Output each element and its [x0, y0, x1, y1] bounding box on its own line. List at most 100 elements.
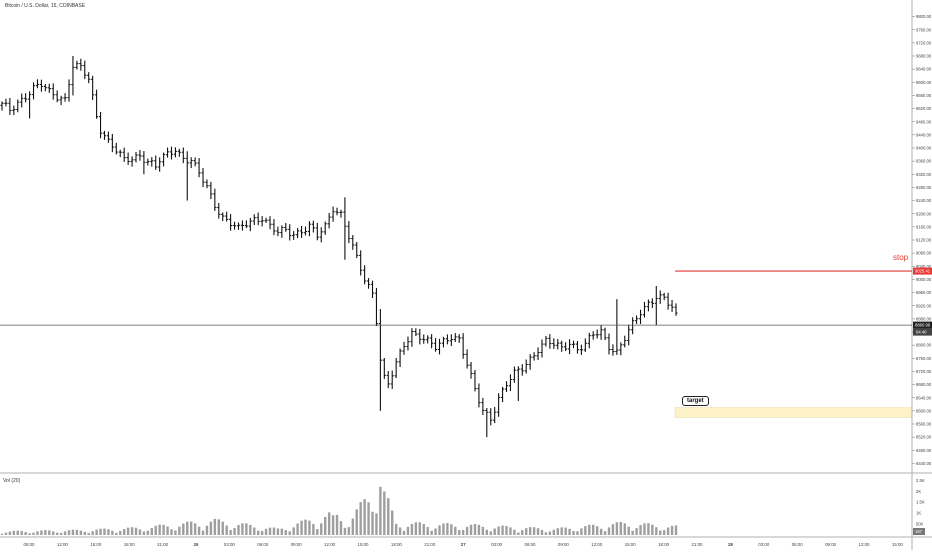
current-price-tag — [913, 321, 932, 329]
volume-bar — [481, 526, 485, 535]
ohlc-bar — [0, 101, 4, 111]
volume-bar — [87, 533, 90, 535]
ohlc-bar — [469, 362, 473, 379]
volume-bar — [615, 522, 619, 535]
price-tick-label: 9520.00 — [916, 106, 932, 111]
volume-bar — [513, 529, 516, 535]
volume-bar — [75, 529, 79, 535]
ohlc-bar — [670, 299, 674, 312]
volume-bar — [142, 531, 146, 535]
price-tick-label: 8760.00 — [916, 356, 932, 361]
ohlc-bar — [142, 151, 146, 175]
time-tick-label: 15:00 — [892, 542, 904, 547]
volume-bar — [331, 515, 335, 535]
ohlc-bar — [504, 381, 509, 392]
volume-bar — [528, 527, 532, 535]
price-tick-label: 9320.00 — [916, 172, 932, 177]
ohlc-bar — [197, 157, 201, 178]
volume-bar — [99, 528, 102, 535]
volume-bar — [52, 531, 55, 535]
price-tick-label: 8800.00 — [916, 343, 932, 348]
ohlc-bar — [623, 335, 627, 348]
volume-bar — [130, 527, 134, 535]
volume-bar — [178, 526, 181, 535]
ohlc-bar — [288, 224, 292, 241]
volume-bar — [540, 530, 544, 535]
ohlc-bar — [556, 338, 560, 350]
time-tick-label: 18:00 — [124, 542, 136, 547]
ohlc-bar — [12, 105, 16, 116]
ohlc-bar — [292, 231, 296, 240]
volume-bar — [48, 530, 51, 535]
volume-bar — [560, 527, 563, 535]
volume-bar — [324, 517, 327, 535]
ohlc-bar — [347, 221, 351, 244]
volume-bar — [351, 518, 354, 535]
volume-bar — [59, 532, 63, 535]
time-tick-label: 21:00 — [157, 542, 169, 547]
ohlc-bar — [441, 336, 446, 348]
ohlc-bar — [374, 287, 379, 327]
volume-bar — [260, 531, 264, 535]
volume-bar — [576, 531, 579, 535]
ohlc-bar — [248, 217, 252, 232]
time-tick-label: 09:00 — [558, 542, 570, 547]
ohlc-bar — [260, 216, 264, 227]
ohlc-bar — [47, 83, 51, 93]
ohlc-bar — [75, 60, 79, 70]
ohlc-bar — [516, 366, 520, 401]
volume-bar — [485, 529, 489, 535]
ohlc-bar — [71, 56, 75, 96]
ohlc-bar — [591, 331, 595, 340]
volume-bar — [465, 526, 469, 535]
ohlc-bar — [575, 341, 580, 354]
volume-bar — [111, 530, 114, 535]
volume-bar — [146, 530, 150, 535]
ohlc-bar — [284, 222, 288, 232]
ohlc-bar — [524, 359, 528, 374]
ohlc-bar — [497, 393, 501, 417]
volume-bar — [115, 532, 118, 535]
volume-bar — [552, 529, 556, 535]
price-tick-label: 8960.00 — [916, 290, 932, 295]
ohlc-bar — [366, 278, 371, 289]
ohlc-bar — [169, 146, 174, 160]
ohlc-bar — [150, 157, 154, 167]
volume-bar — [312, 524, 315, 535]
ohlc-bar — [627, 324, 631, 346]
price-tick-label: 8880.00 — [916, 316, 932, 321]
price-tick-label: 9480.00 — [916, 119, 932, 124]
volume-bar — [205, 525, 209, 535]
volume-bar — [446, 523, 449, 535]
ohlc-bar — [303, 226, 308, 236]
price-tick-label: 8920.00 — [916, 303, 932, 308]
ohlc-bar — [508, 374, 513, 392]
ohlc-bar — [264, 217, 268, 223]
price-tick-label: 9200.00 — [916, 211, 932, 216]
volume-tick-label: 2K — [916, 489, 921, 494]
volume-bar — [501, 525, 504, 535]
volume-bar — [418, 522, 422, 535]
volume-bar — [355, 509, 358, 535]
ohlc-bar — [51, 83, 55, 100]
volume-bar — [20, 531, 23, 535]
volume-bar — [79, 530, 83, 535]
price-tick-label: 8720.00 — [916, 369, 932, 374]
ohlc-bar — [481, 397, 485, 416]
ohlc-bar — [386, 371, 390, 389]
volume-bar — [477, 524, 481, 535]
volume-bar — [150, 527, 153, 535]
ohlc-bar — [560, 340, 564, 352]
ohlc-bar — [619, 342, 623, 356]
volume-bar — [335, 514, 339, 535]
ohlc-bar — [205, 179, 209, 189]
volume-bar — [438, 525, 441, 535]
ohlc-bar — [355, 241, 359, 259]
volume-bar — [182, 523, 185, 535]
volume-bar — [422, 524, 425, 535]
volume-bar — [28, 533, 31, 535]
ohlc-bar — [67, 79, 71, 102]
ohlc-bar — [130, 156, 134, 167]
